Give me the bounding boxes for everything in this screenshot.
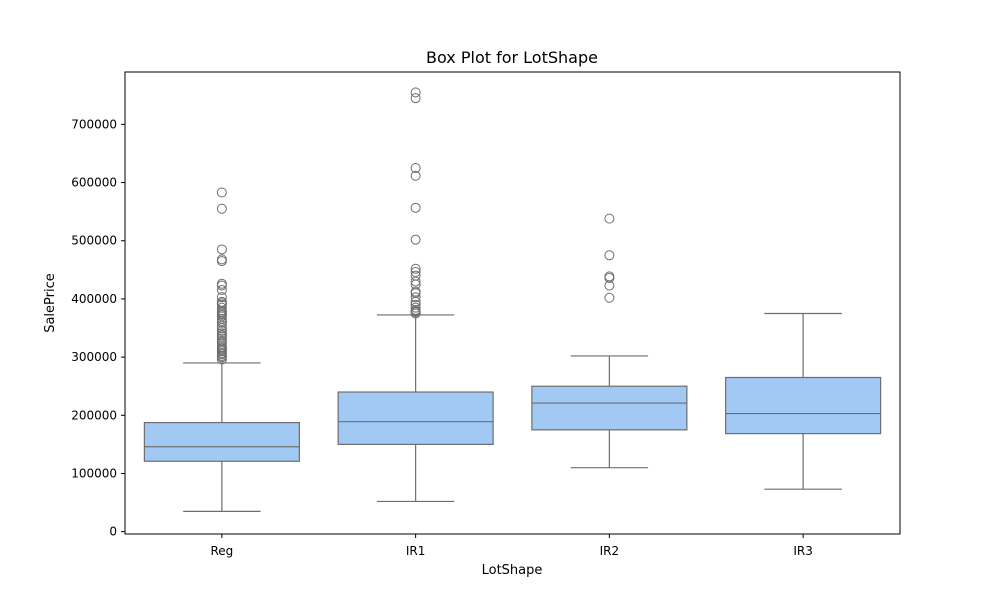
- outlier-point: [216, 280, 227, 291]
- outlier-point: [410, 276, 421, 287]
- outlier-point: [604, 250, 615, 261]
- outlier-point: [604, 280, 615, 291]
- x-tick-label: IR3: [793, 544, 813, 558]
- y-tick-label: 500000: [71, 234, 117, 248]
- outlier-point: [216, 320, 227, 331]
- box-ir3: [725, 376, 882, 435]
- box-ir1: [337, 391, 494, 445]
- outlier-point: [216, 354, 227, 365]
- outlier-point: [410, 170, 421, 181]
- outlier-point: [410, 163, 421, 174]
- chart-title: Box Plot for LotShape: [426, 48, 598, 67]
- box-reg: [143, 421, 300, 462]
- y-tick-label: 600000: [71, 176, 117, 190]
- outlier-point: [216, 244, 227, 255]
- outlier-point: [410, 234, 421, 245]
- x-tick-label: IR1: [406, 544, 426, 558]
- outlier-point: [604, 213, 615, 224]
- y-tick-label: 100000: [71, 466, 117, 480]
- outlier-point: [216, 352, 227, 363]
- outlier-point: [410, 93, 421, 104]
- x-axis-label: LotShape: [482, 563, 543, 578]
- outlier-point: [216, 285, 227, 296]
- outlier-point: [410, 308, 421, 319]
- outlier-point: [604, 292, 615, 303]
- outlier-point: [410, 292, 421, 303]
- y-tick-label: 200000: [71, 408, 117, 422]
- outlier-point: [604, 272, 615, 283]
- y-tick-label: 400000: [71, 292, 117, 306]
- outlier-point: [216, 292, 227, 303]
- outlier-point: [410, 296, 421, 307]
- outlier-point: [216, 317, 227, 328]
- x-tick-label: Reg: [210, 544, 233, 558]
- outlier-point: [216, 203, 227, 214]
- y-tick-label: 700000: [71, 117, 117, 131]
- box-ir2: [531, 385, 688, 431]
- outlier-point: [410, 263, 421, 274]
- outlier-point: [216, 256, 227, 267]
- y-tick-label: 300000: [71, 350, 117, 364]
- plot-frame: [124, 71, 901, 535]
- y-tick-label: 0: [109, 525, 117, 539]
- outlier-point: [410, 87, 421, 98]
- outlier-point: [410, 302, 421, 313]
- plot-area: 0 100000 200000 300000 400000 500000 600000 700…: [71, 71, 901, 558]
- y-axis-label: SalePrice: [43, 273, 58, 333]
- x-tick-label: IR2: [600, 544, 620, 558]
- outlier-point: [216, 187, 227, 198]
- outlier-point: [410, 202, 421, 213]
- outlier-point: [216, 325, 227, 336]
